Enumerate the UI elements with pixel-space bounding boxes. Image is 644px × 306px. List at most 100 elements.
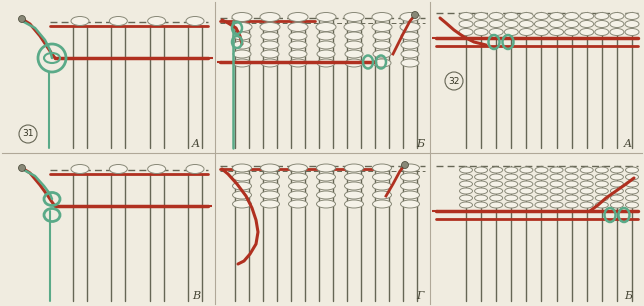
- Ellipse shape: [505, 181, 518, 187]
- Ellipse shape: [595, 188, 609, 194]
- Ellipse shape: [345, 173, 363, 181]
- Ellipse shape: [489, 13, 503, 20]
- Ellipse shape: [109, 165, 128, 174]
- Ellipse shape: [565, 195, 578, 201]
- Ellipse shape: [580, 167, 593, 173]
- Circle shape: [445, 72, 463, 90]
- Ellipse shape: [261, 173, 279, 181]
- Text: A: A: [192, 139, 200, 149]
- Ellipse shape: [474, 28, 488, 35]
- Ellipse shape: [535, 167, 548, 173]
- Ellipse shape: [550, 195, 563, 201]
- Ellipse shape: [261, 41, 279, 49]
- Ellipse shape: [610, 21, 624, 28]
- Ellipse shape: [232, 23, 252, 32]
- Ellipse shape: [595, 174, 609, 180]
- Ellipse shape: [261, 59, 279, 67]
- Ellipse shape: [372, 182, 392, 190]
- Ellipse shape: [475, 188, 488, 194]
- Ellipse shape: [520, 174, 533, 180]
- Ellipse shape: [460, 181, 473, 187]
- Ellipse shape: [288, 23, 308, 32]
- Ellipse shape: [345, 32, 363, 40]
- Ellipse shape: [580, 188, 593, 194]
- Ellipse shape: [232, 164, 252, 172]
- Ellipse shape: [565, 28, 579, 35]
- Ellipse shape: [71, 17, 89, 25]
- Ellipse shape: [550, 167, 563, 173]
- Ellipse shape: [460, 174, 473, 180]
- Ellipse shape: [505, 174, 518, 180]
- Ellipse shape: [345, 41, 363, 49]
- Ellipse shape: [595, 28, 609, 35]
- Ellipse shape: [549, 28, 564, 35]
- Ellipse shape: [625, 28, 639, 35]
- Ellipse shape: [580, 28, 594, 35]
- Ellipse shape: [505, 202, 518, 208]
- Ellipse shape: [344, 23, 364, 32]
- Ellipse shape: [550, 174, 563, 180]
- Ellipse shape: [316, 23, 336, 32]
- Circle shape: [19, 16, 26, 23]
- Ellipse shape: [505, 167, 518, 173]
- Ellipse shape: [535, 174, 548, 180]
- Ellipse shape: [625, 13, 639, 20]
- Ellipse shape: [610, 13, 624, 20]
- Ellipse shape: [474, 13, 488, 20]
- Ellipse shape: [345, 191, 363, 199]
- Ellipse shape: [373, 41, 391, 49]
- Ellipse shape: [373, 59, 391, 67]
- Ellipse shape: [625, 181, 638, 187]
- Circle shape: [401, 162, 408, 169]
- Circle shape: [19, 165, 26, 171]
- Ellipse shape: [401, 32, 419, 40]
- Ellipse shape: [611, 181, 623, 187]
- Ellipse shape: [401, 41, 419, 49]
- Ellipse shape: [595, 167, 609, 173]
- Text: 31: 31: [23, 129, 33, 139]
- Ellipse shape: [459, 13, 473, 20]
- Ellipse shape: [316, 191, 336, 199]
- Ellipse shape: [401, 164, 419, 172]
- Ellipse shape: [233, 41, 251, 49]
- Ellipse shape: [565, 13, 579, 20]
- Ellipse shape: [565, 21, 579, 28]
- Ellipse shape: [372, 173, 392, 181]
- Ellipse shape: [595, 13, 609, 20]
- Ellipse shape: [549, 13, 564, 20]
- Text: Б: Б: [416, 139, 424, 149]
- Ellipse shape: [520, 181, 533, 187]
- Ellipse shape: [625, 188, 638, 194]
- Ellipse shape: [565, 174, 578, 180]
- Ellipse shape: [345, 50, 363, 58]
- Ellipse shape: [401, 191, 419, 199]
- Ellipse shape: [316, 164, 336, 172]
- Ellipse shape: [459, 21, 473, 28]
- Ellipse shape: [489, 195, 503, 201]
- Text: A: A: [624, 139, 632, 149]
- Ellipse shape: [344, 13, 364, 21]
- Ellipse shape: [565, 202, 578, 208]
- Ellipse shape: [520, 202, 533, 208]
- Ellipse shape: [565, 167, 578, 173]
- Ellipse shape: [519, 28, 533, 35]
- Ellipse shape: [595, 21, 609, 28]
- Ellipse shape: [232, 200, 252, 208]
- Ellipse shape: [475, 195, 488, 201]
- Ellipse shape: [625, 202, 638, 208]
- Ellipse shape: [232, 191, 252, 199]
- Ellipse shape: [400, 23, 420, 32]
- Ellipse shape: [611, 188, 623, 194]
- Ellipse shape: [519, 13, 533, 20]
- Ellipse shape: [232, 182, 252, 190]
- Ellipse shape: [489, 188, 503, 194]
- Ellipse shape: [261, 50, 279, 58]
- Ellipse shape: [289, 173, 307, 181]
- Ellipse shape: [316, 173, 336, 181]
- Ellipse shape: [489, 28, 503, 35]
- Ellipse shape: [489, 202, 503, 208]
- Circle shape: [19, 125, 37, 143]
- Ellipse shape: [535, 28, 549, 35]
- Ellipse shape: [260, 13, 280, 21]
- Ellipse shape: [460, 167, 473, 173]
